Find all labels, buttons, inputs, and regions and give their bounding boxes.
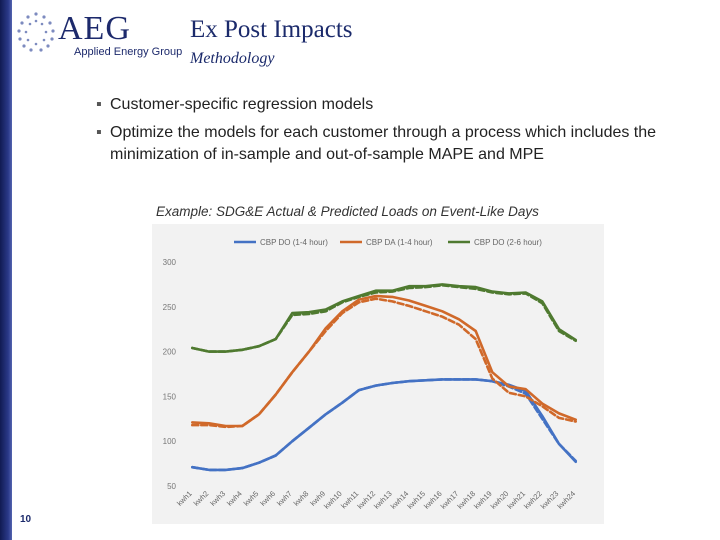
y-tick-label: 250 <box>163 303 177 312</box>
aeg-logo: AEG Applied Energy Group <box>14 8 184 58</box>
series-line-4 <box>190 297 578 429</box>
y-tick-label: 50 <box>167 482 176 491</box>
logo-globe-icon <box>17 12 55 52</box>
y-tick-label: 200 <box>163 348 177 357</box>
chart-container: 50 100 150 200 250 300 kwh1 kwh2 kwh3 kwh4 kwh5 kwh… <box>152 224 604 524</box>
x-tick-label: kwh7 <box>275 489 294 508</box>
x-tick-label: kwh2 <box>192 489 211 508</box>
legend-label: CBP DA (1-4 hour) <box>366 238 433 247</box>
slide-subtitle: Methodology <box>190 50 275 67</box>
bullet-item: Customer-specific regression models <box>96 94 696 116</box>
y-tick-label: 150 <box>163 392 177 401</box>
x-tick-label: kwh8 <box>292 489 311 508</box>
bullet-list: Customer-specific regression models Opti… <box>96 94 696 172</box>
x-tick-label: kwh5 <box>242 489 261 508</box>
legend-label: CBP DO (1-4 hour) <box>260 238 328 247</box>
line-chart: 50100150200250300kwh1kwh2kwh3kwh4kwh5kwh… <box>163 238 584 511</box>
legend-label: CBP DO (2-6 hour) <box>474 238 542 247</box>
logo-wordmark: AEG <box>58 10 131 47</box>
bullet-item: Optimize the models for each customer th… <box>96 122 696 166</box>
y-tick-label: 300 <box>163 258 177 267</box>
y-tick-label: 100 <box>163 437 177 446</box>
side-accent-bar <box>0 0 12 540</box>
logo-tagline: Applied Energy Group <box>74 46 183 58</box>
x-tick-label: kwh4 <box>225 489 244 508</box>
page-number: 10 <box>20 514 32 525</box>
x-tick-label: kwh3 <box>208 489 227 508</box>
x-tick-label: kwh6 <box>258 489 277 508</box>
x-tick-label: kwh24 <box>555 489 577 511</box>
x-tick-label: kwh1 <box>175 489 194 508</box>
slide-title: Ex Post Impacts <box>190 16 353 43</box>
x-tick-label: kwh10 <box>322 489 344 511</box>
chart-caption: Example: SDG&E Actual & Predicted Loads … <box>156 204 539 219</box>
series-line-6 <box>190 283 578 353</box>
